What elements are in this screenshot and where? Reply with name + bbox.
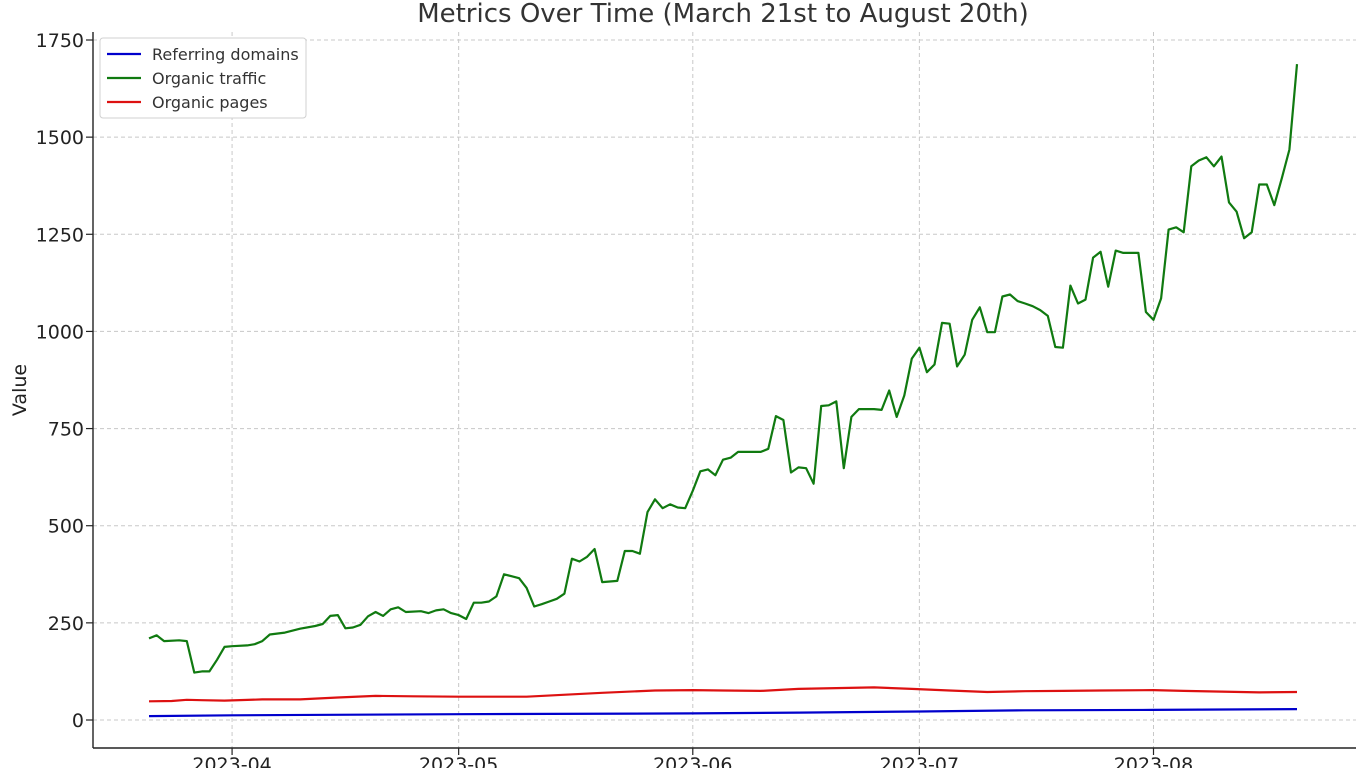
legend-box — [99, 37, 307, 119]
grid-lines — [93, 32, 1356, 748]
legend-label-organic-pages: Organic pages — [152, 93, 268, 112]
organic-pages-line — [148, 686, 1298, 703]
y-tick-label: 1000 — [36, 321, 84, 343]
y-tick-label: 750 — [48, 419, 84, 441]
x-tick-label: 2023-05 — [419, 754, 498, 768]
y-tick-label: 500 — [48, 516, 84, 538]
series-lines — [148, 64, 1299, 718]
x-tick-label: 2023-08 — [1114, 754, 1193, 768]
y-tick-label: 250 — [48, 613, 84, 635]
y-tick-label: 1500 — [36, 127, 84, 149]
y-tick-label: 1250 — [36, 224, 84, 246]
legend-label-referring-domains: Referring domains — [152, 45, 299, 64]
chart-title: Metrics Over Time (March 21st to August … — [417, 0, 1029, 29]
legend: Referring domains Organic traffic Organic … — [99, 37, 307, 119]
x-tick-label: 2023-04 — [192, 754, 271, 768]
x-tick-label: 2023-06 — [653, 754, 732, 768]
x-tick-label: 2023-07 — [880, 754, 959, 768]
x-tick-labels: 2023-04 2023-05 2023-06 2023-07 2023-08 — [192, 748, 1193, 768]
legend-label-organic-traffic: Organic traffic — [152, 69, 266, 88]
referring-domains-line — [148, 707, 1298, 718]
y-axis-label: Value — [9, 364, 31, 416]
y-tick-label: 1750 — [36, 30, 84, 52]
y-tick-labels: 0 250 500 750 1000 1250 1500 1750 — [36, 30, 93, 732]
y-tick-label: 0 — [72, 710, 84, 732]
organic-traffic-line — [148, 64, 1299, 674]
axes — [92, 32, 1356, 749]
